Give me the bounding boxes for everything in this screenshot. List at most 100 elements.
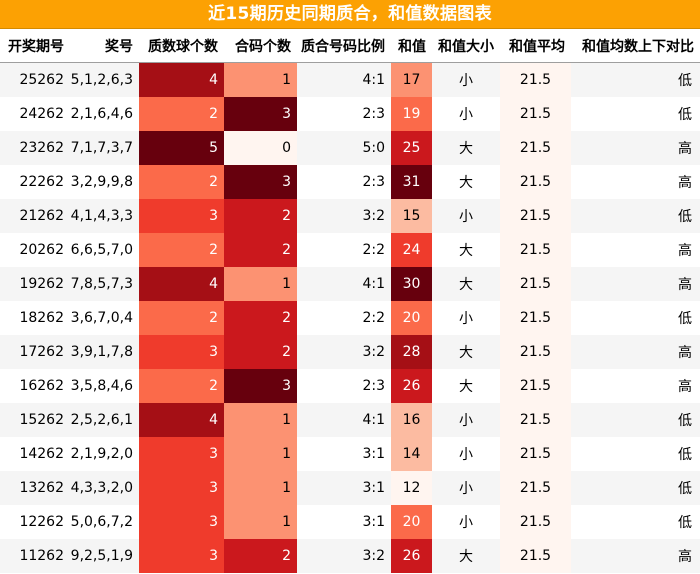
header-row: 开奖期号 奖号 质数球个数 合码个数 质合号码比例 和值 和值大小 和值平均 和… [0,29,700,63]
cell-sum: 24 [391,233,432,267]
cell-ratio: 5:0 [297,131,391,165]
cell-prime-count: 2 [139,301,224,335]
cell-sum: 20 [391,301,432,335]
cell-ratio: 2:2 [297,301,391,335]
cell-sum-size: 大 [432,131,500,165]
cell-ratio: 2:3 [297,97,391,131]
cell-sum-compare: 高 [571,369,700,403]
cell-numbers: 9,2,5,1,9 [70,539,139,573]
cell-numbers: 3,2,9,9,8 [70,165,139,199]
cell-sum-compare: 低 [571,199,700,233]
cell-sum-size: 小 [432,62,500,97]
cell-period: 23262 [0,131,70,165]
header-sum-size: 和值大小 [432,29,500,63]
cell-ratio: 4:1 [297,62,391,97]
cell-prime-count: 4 [139,403,224,437]
cell-prime-count: 3 [139,505,224,539]
cell-ratio: 3:1 [297,505,391,539]
cell-prime-count: 2 [139,233,224,267]
cell-prime-count: 2 [139,165,224,199]
cell-period: 21262 [0,199,70,233]
cell-sum-average: 21.5 [500,505,571,539]
header-period: 开奖期号 [0,29,70,63]
cell-sum-average: 21.5 [500,437,571,471]
table-row: 25262 5,1,2,6,3 4 1 4:1 17 小 21.5 低 [0,62,700,97]
cell-sum-size: 大 [432,539,500,573]
cell-sum-average: 21.5 [500,97,571,131]
table-row: 12262 5,0,6,7,2 3 1 3:1 20 小 21.5 低 [0,505,700,539]
cell-sum-average: 21.5 [500,267,571,301]
cell-sum-size: 小 [432,403,500,437]
table-row: 11262 9,2,5,1,9 3 2 3:2 26 大 21.5 高 [0,539,700,573]
cell-sum-compare: 低 [571,505,700,539]
table-row: 15262 2,5,2,6,1 4 1 4:1 16 小 21.5 低 [0,403,700,437]
cell-ratio: 4:1 [297,403,391,437]
cell-sum: 31 [391,165,432,199]
cell-prime-count: 3 [139,539,224,573]
cell-composite-count: 3 [224,369,297,403]
cell-composite-count: 2 [224,199,297,233]
cell-sum: 26 [391,539,432,573]
cell-composite-count: 2 [224,233,297,267]
cell-numbers: 7,1,7,3,7 [70,131,139,165]
table-row: 16262 3,5,8,4,6 2 3 2:3 26 大 21.5 高 [0,369,700,403]
cell-sum-size: 小 [432,199,500,233]
cell-sum-average: 21.5 [500,233,571,267]
header-numbers: 奖号 [70,29,139,63]
cell-sum-size: 小 [432,471,500,505]
cell-period: 14262 [0,437,70,471]
cell-sum-average: 21.5 [500,199,571,233]
cell-sum-size: 小 [432,437,500,471]
cell-sum: 16 [391,403,432,437]
cell-sum-average: 21.5 [500,131,571,165]
cell-sum: 30 [391,267,432,301]
cell-period: 18262 [0,301,70,335]
cell-composite-count: 3 [224,97,297,131]
cell-ratio: 3:2 [297,335,391,369]
cell-numbers: 3,9,1,7,8 [70,335,139,369]
cell-sum-size: 大 [432,369,500,403]
cell-ratio: 2:2 [297,233,391,267]
table-row: 23262 7,1,7,3,7 5 0 5:0 25 大 21.5 高 [0,131,700,165]
header-ratio: 质合号码比例 [297,29,391,63]
cell-sum: 15 [391,199,432,233]
cell-sum-size: 大 [432,335,500,369]
cell-numbers: 7,8,5,7,3 [70,267,139,301]
cell-ratio: 3:1 [297,471,391,505]
cell-sum: 17 [391,62,432,97]
cell-numbers: 2,5,2,6,1 [70,403,139,437]
cell-sum-size: 小 [432,97,500,131]
table-row: 21262 4,1,4,3,3 3 2 3:2 15 小 21.5 低 [0,199,700,233]
cell-period: 22262 [0,165,70,199]
cell-sum: 19 [391,97,432,131]
cell-period: 20262 [0,233,70,267]
header-sum-compare: 和值均数上下对比 [571,29,700,63]
cell-sum-size: 大 [432,267,500,301]
cell-prime-count: 5 [139,131,224,165]
cell-ratio: 3:2 [297,199,391,233]
cell-sum-average: 21.5 [500,62,571,97]
cell-composite-count: 1 [224,62,297,97]
cell-composite-count: 1 [224,471,297,505]
cell-ratio: 2:3 [297,165,391,199]
cell-sum-compare: 低 [571,437,700,471]
cell-sum-compare: 低 [571,62,700,97]
cell-composite-count: 1 [224,505,297,539]
table-row: 18262 3,6,7,0,4 2 2 2:2 20 小 21.5 低 [0,301,700,335]
cell-period: 12262 [0,505,70,539]
header-prime-count: 质数球个数 [139,29,224,63]
cell-prime-count: 4 [139,267,224,301]
table-row: 22262 3,2,9,9,8 2 3 2:3 31 大 21.5 高 [0,165,700,199]
cell-period: 11262 [0,539,70,573]
cell-sum-average: 21.5 [500,539,571,573]
cell-sum-size: 小 [432,301,500,335]
cell-composite-count: 1 [224,403,297,437]
cell-sum: 26 [391,369,432,403]
cell-sum-average: 21.5 [500,471,571,505]
cell-numbers: 4,3,3,2,0 [70,471,139,505]
cell-composite-count: 2 [224,301,297,335]
cell-sum-compare: 高 [571,267,700,301]
cell-sum-compare: 低 [571,301,700,335]
cell-sum-compare: 高 [571,165,700,199]
cell-sum-average: 21.5 [500,335,571,369]
